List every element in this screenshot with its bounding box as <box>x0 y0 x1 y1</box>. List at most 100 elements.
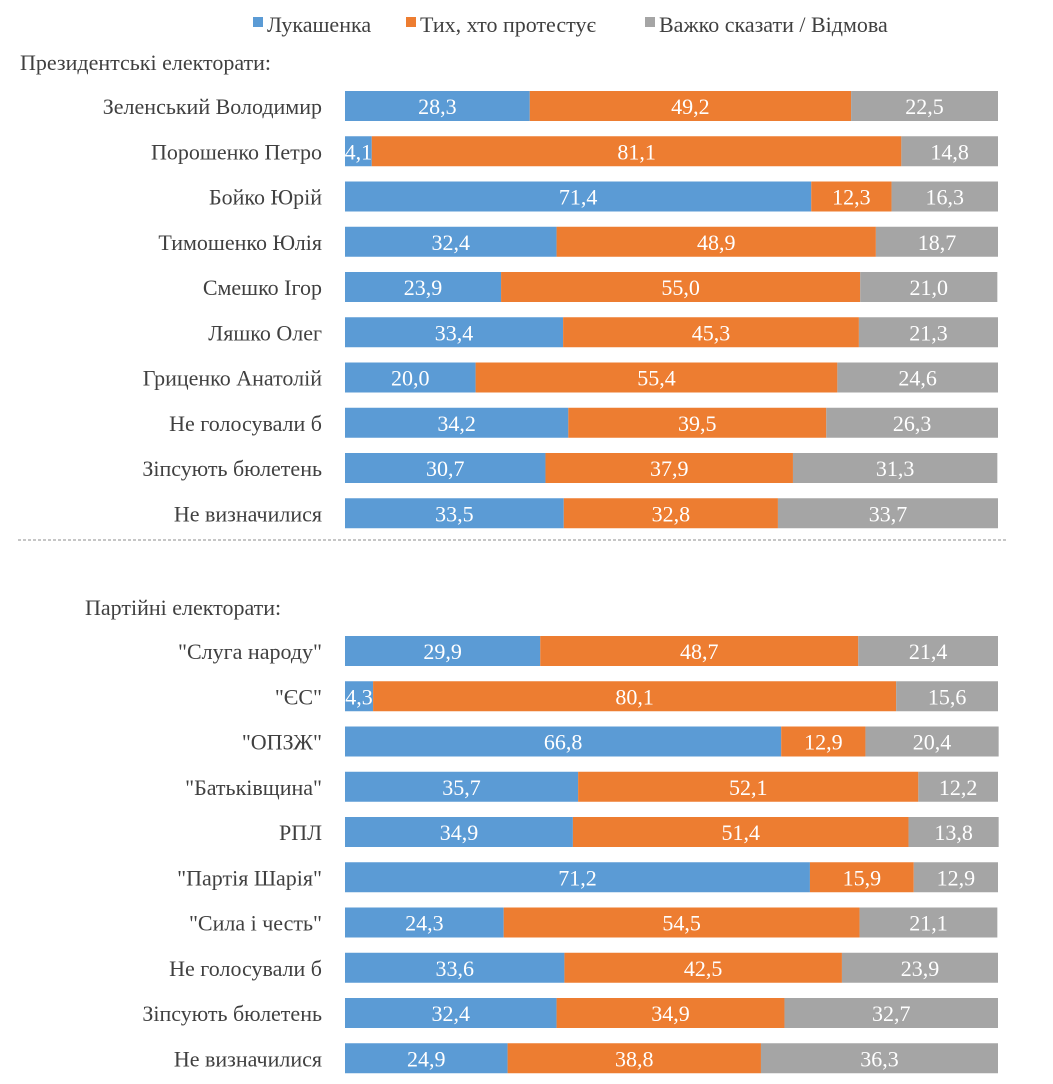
bar-segment <box>345 636 541 666</box>
data-label: 55,4 <box>637 366 676 391</box>
data-label: 66,8 <box>544 730 583 755</box>
legend-swatch <box>645 17 655 27</box>
category-label: Тимошенко Юлія <box>158 230 322 255</box>
data-label: 51,4 <box>721 820 760 845</box>
bar-row: "Сила і честь" 24,3 54,5 21,1 <box>189 907 998 938</box>
data-label: 21,3 <box>909 320 948 345</box>
bar-row: Порошенко Петро 4,1 81,1 14,8 <box>151 136 998 167</box>
bar-row: Тимошенко Юлія 32,4 48,9 18,7 <box>158 226 998 257</box>
data-label: 4,1 <box>345 139 373 164</box>
bar-row: Гриценко Анатолій 20,0 55,4 24,6 <box>143 362 998 393</box>
data-label: 52,1 <box>729 775 768 800</box>
bar-segment <box>545 453 793 483</box>
bar-segment <box>503 907 860 938</box>
data-label: 33,4 <box>435 320 474 345</box>
bar-segment <box>501 272 861 302</box>
bar-row: "Слуга народу" 29,9 48,7 21,4 <box>178 636 998 666</box>
data-label: 33,7 <box>869 501 908 526</box>
bar-segment <box>760 1043 998 1074</box>
data-label: 45,3 <box>692 320 731 345</box>
bar-row: Зіпсують бюлетень 30,7 37,9 31,3 <box>142 453 998 483</box>
bar-row: Смешко Ігор 23,9 55,0 21,0 <box>203 272 998 302</box>
data-label: 36,3 <box>860 1046 899 1071</box>
bar-segment <box>777 498 998 529</box>
category-label: Порошенко Петро <box>151 139 322 164</box>
data-label: 29,9 <box>423 639 462 664</box>
data-label: 22,5 <box>905 94 944 119</box>
category-label: Не визначилися <box>174 501 322 526</box>
data-label: 24,9 <box>407 1046 446 1071</box>
legend-swatch <box>253 17 263 27</box>
bar-segment <box>345 136 372 167</box>
data-label: 20,4 <box>913 730 952 755</box>
data-label: 20,0 <box>391 366 430 391</box>
data-label: 42,5 <box>684 956 723 981</box>
data-label: 18,7 <box>918 230 957 255</box>
bar-segment <box>345 453 546 483</box>
data-label: 55,0 <box>661 275 700 300</box>
legend-label: Лукашенка <box>267 12 371 37</box>
bar-row: Не голосували б 33,6 42,5 23,9 <box>169 952 998 983</box>
data-label: 34,9 <box>651 1001 690 1026</box>
data-label: 32,4 <box>432 230 471 255</box>
data-label: 13,8 <box>934 820 973 845</box>
bar-segment <box>556 998 785 1028</box>
bar-segment <box>345 1043 508 1074</box>
bar-segment <box>345 498 564 529</box>
bar-segment <box>345 181 812 212</box>
bar-segment <box>918 771 998 802</box>
bar-segment <box>875 226 998 257</box>
data-label: 4,3 <box>345 684 373 709</box>
data-label: 71,2 <box>558 865 597 890</box>
bar-segment <box>784 998 998 1028</box>
bar-segment <box>896 681 998 712</box>
bar-segment <box>564 952 842 983</box>
category-label: "Батьківщина" <box>185 775 322 800</box>
data-label: 21,0 <box>910 275 949 300</box>
data-label: 80,1 <box>615 684 654 709</box>
category-label: "ЄС" <box>275 684 322 709</box>
category-label: Бойко Юрій <box>209 185 322 210</box>
bar-segment <box>373 681 897 712</box>
bar-segment <box>345 771 579 802</box>
data-label: 15,6 <box>928 684 967 709</box>
bar-segment <box>837 362 998 393</box>
bar-row: "Партія Шарія" 71,2 15,9 12,9 <box>177 862 998 893</box>
bar-segment <box>811 181 892 212</box>
bar-segment <box>568 407 827 438</box>
bar-segment <box>809 862 914 893</box>
bar-segment <box>781 726 866 757</box>
data-label: 26,3 <box>893 411 932 436</box>
bar-segment <box>371 136 902 167</box>
bar-segment <box>901 136 998 167</box>
data-label: 32,7 <box>872 1001 911 1026</box>
bar-segment <box>851 91 998 121</box>
data-label: 32,8 <box>652 501 691 526</box>
data-label: 28,3 <box>418 94 457 119</box>
data-label: 23,9 <box>404 275 443 300</box>
category-label: РПЛ <box>279 820 322 845</box>
bar-segment <box>345 998 557 1028</box>
bar-segment <box>345 952 565 983</box>
bar-segment <box>913 862 998 893</box>
data-label: 48,9 <box>697 230 736 255</box>
data-label: 38,8 <box>615 1046 654 1071</box>
bar-segment <box>556 226 876 257</box>
category-label: Смешко Ігор <box>203 275 322 300</box>
bar-segment <box>578 771 919 802</box>
bar-segment <box>841 952 998 983</box>
bar-segment <box>563 317 859 348</box>
bar-segment <box>345 407 569 438</box>
bar-segment <box>891 181 998 212</box>
data-label: 33,6 <box>435 956 474 981</box>
data-label: 34,9 <box>440 820 479 845</box>
bar-segment <box>826 407 998 438</box>
bar-segment <box>858 636 998 666</box>
bar-segment <box>792 453 998 483</box>
category-label: "ОПЗЖ" <box>242 730 322 755</box>
bar-row: Зеленський Володимир 28,3 49,2 22,5 <box>103 91 998 121</box>
legend-label: Тих, хто протестує <box>420 12 596 37</box>
bar-segment <box>345 681 374 712</box>
bar-segment <box>345 907 504 938</box>
category-label: Зіпсують бюлетень <box>142 456 322 481</box>
